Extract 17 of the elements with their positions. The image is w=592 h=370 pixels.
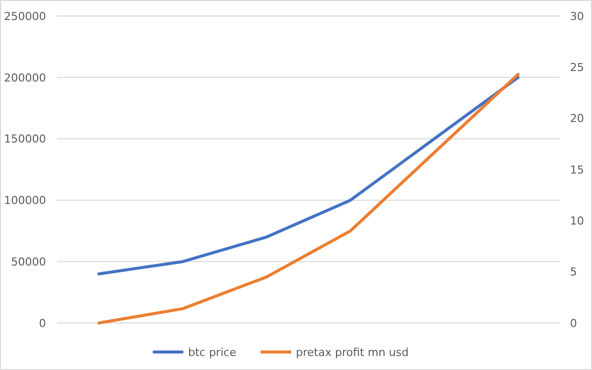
line-series <box>97 72 520 324</box>
legend-label: pretax profit mn usd <box>296 346 409 359</box>
line-series <box>97 76 520 276</box>
y-tick-label: 200000 <box>4 71 46 84</box>
y-tick-label: 0 <box>39 316 46 330</box>
y2-tick-label: 25 <box>570 61 584 74</box>
y2-tick-label: 15 <box>570 163 584 176</box>
y-tick-label: 250000 <box>4 10 46 23</box>
y-tick-label: 150000 <box>4 132 46 146</box>
y-tick-label: 100000 <box>4 194 46 208</box>
y2-tick-label: 30 <box>570 10 584 23</box>
y2-tick-label: 5 <box>570 266 577 279</box>
y2-tick-label: 0 <box>570 316 577 330</box>
y2-tick-label: 10 <box>570 214 584 228</box>
legend-label: btc price <box>188 346 237 359</box>
y2-tick-label: 20 <box>570 112 584 126</box>
y-tick-label: 50000 <box>11 255 46 268</box>
